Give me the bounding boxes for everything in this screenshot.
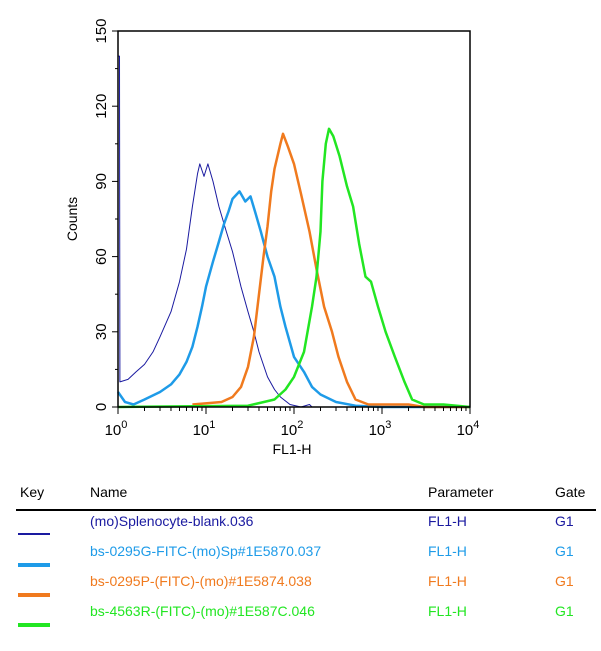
y-tick-label: 120	[93, 94, 110, 119]
x-tick-label: 103	[369, 419, 392, 439]
legend-parameter: FL1-H	[428, 513, 467, 529]
y-tick-label: 150	[93, 18, 110, 43]
legend-key-line	[18, 563, 50, 567]
series-line-3	[117, 127, 471, 409]
x-tick-label: 102	[281, 419, 304, 439]
legend-key-line	[18, 623, 50, 627]
legend-name: bs-0295G-FITC-(mo)Sp#1E5870.037	[90, 543, 322, 559]
header-key: Key	[20, 484, 45, 500]
legend-parameter: FL1-H	[428, 603, 467, 619]
legend-name: (mo)Splenocyte-blank.036	[90, 513, 254, 529]
legend-gate: G1	[555, 573, 574, 589]
legend-parameter: FL1-H	[428, 543, 467, 559]
series-line-1	[116, 190, 470, 409]
y-tick-label: 0	[93, 403, 110, 411]
header-divider	[16, 509, 596, 511]
legend-row: (mo)Splenocyte-blank.036 FL1-H G1	[0, 513, 601, 543]
legend-gate: G1	[555, 513, 574, 529]
legend-row: bs-0295P-(FITC)-(mo)#1E5874.038 FL1-H G1	[0, 573, 601, 603]
header-gate: Gate	[555, 484, 586, 500]
y-tick-label: 90	[93, 173, 110, 190]
series-line-2	[192, 132, 470, 409]
y-tick-label: 30	[93, 323, 110, 340]
x-tick-label: 101	[193, 419, 216, 439]
x-tick-label: 100	[105, 419, 128, 439]
legend-parameter: FL1-H	[428, 573, 467, 589]
x-axis-label: FL1-H	[273, 441, 312, 457]
legend-gate: G1	[555, 603, 574, 619]
plot-frame	[117, 30, 471, 408]
legend-key-line	[18, 533, 50, 535]
y-tick-label: 60	[93, 248, 110, 265]
legend-name: bs-0295P-(FITC)-(mo)#1E5874.038	[90, 573, 312, 589]
legend-gate: G1	[555, 543, 574, 559]
header-parameter: Parameter	[428, 484, 494, 500]
legend-key-line	[18, 593, 50, 597]
legend-row: bs-0295G-FITC-(mo)Sp#1E5870.037 FL1-H G1	[0, 543, 601, 573]
header-name: Name	[90, 484, 128, 500]
x-tick-label: 104	[457, 419, 480, 439]
y-axis-label: Counts	[64, 197, 80, 241]
histogram-chart: 100 101 102 103 104 0 30 60 90 120 150 Counts FL1-H	[64, 18, 480, 457]
legend-row: bs-4563R-(FITC)-(mo)#1E587C.046 FL1-H G1	[0, 603, 601, 633]
legend-name: bs-4563R-(FITC)-(mo)#1E587C.046	[90, 603, 315, 619]
